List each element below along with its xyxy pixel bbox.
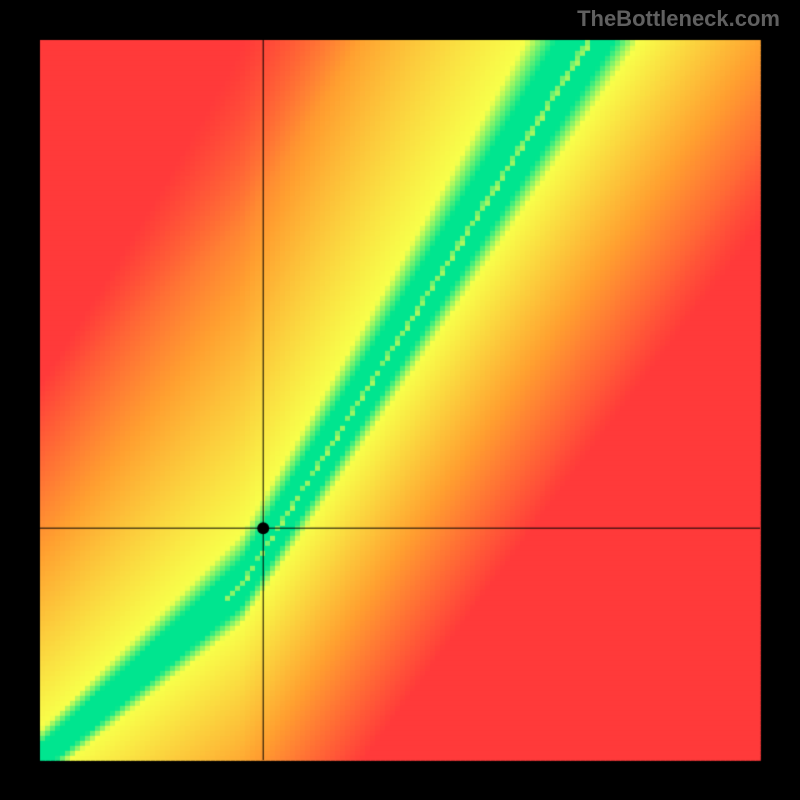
heatmap-canvas	[0, 0, 800, 800]
watermark-text: TheBottleneck.com	[577, 6, 780, 32]
chart-container: TheBottleneck.com	[0, 0, 800, 800]
